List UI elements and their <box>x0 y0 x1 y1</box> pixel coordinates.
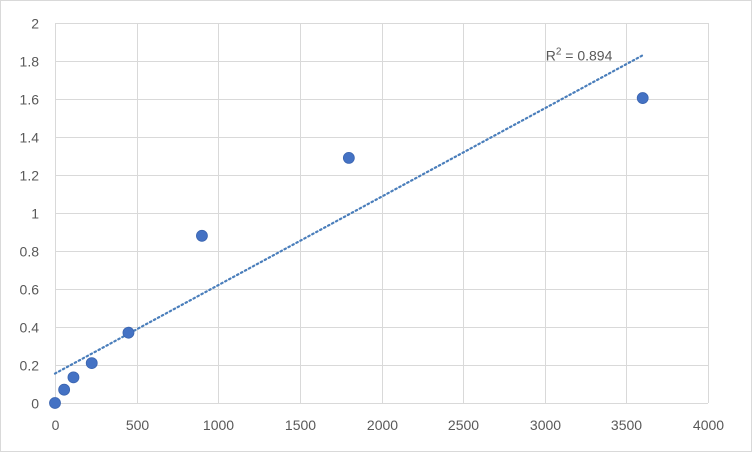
data-point <box>196 229 208 242</box>
x-tick-label: 4000 <box>693 417 724 433</box>
x-tick-label: 1500 <box>285 417 316 433</box>
x-tick-label: 2000 <box>367 417 398 433</box>
y-tick-label: 0 <box>31 396 39 412</box>
x-tick-label: 0 <box>52 417 60 433</box>
data-point <box>67 371 80 384</box>
trendline-r-squared-label: R2 = 0.894 <box>546 46 613 63</box>
y-tick-label: 1.4 <box>20 130 40 146</box>
x-axis-tick-labels: 0 500 1000 1500 2000 2500 3000 3500 4000 <box>52 417 725 433</box>
x-tick-label: 3000 <box>530 417 561 433</box>
data-point <box>342 151 355 164</box>
data-point <box>58 383 71 396</box>
data-point <box>85 357 98 370</box>
r-squared-value: = 0.894 <box>561 47 612 63</box>
y-tick-label: 1.8 <box>20 54 40 70</box>
y-tick-label: 0.8 <box>20 244 40 260</box>
x-tick-label: 3500 <box>611 417 642 433</box>
gridlines <box>55 23 709 404</box>
y-axis-tick-labels: 0 0.2 0.4 0.6 0.8 1 1.2 1.4 1.6 1.8 2 <box>20 16 40 412</box>
data-point <box>49 397 61 409</box>
r-squared-symbol: R <box>546 47 556 63</box>
y-tick-label: 1 <box>31 206 39 222</box>
y-tick-label: 0.4 <box>20 320 40 336</box>
y-tick-label: 0.2 <box>20 358 40 374</box>
y-tick-label: 1.2 <box>20 168 40 184</box>
x-tick-label: 2500 <box>448 417 479 433</box>
y-tick-label: 0.6 <box>20 282 40 298</box>
x-tick-label: 1000 <box>203 417 234 433</box>
data-point <box>636 92 649 104</box>
trendline <box>53 54 644 375</box>
y-tick-label: 2 <box>31 16 39 32</box>
trendline-group <box>53 54 644 375</box>
data-point <box>122 326 135 339</box>
y-tick-label: 1.6 <box>20 92 40 108</box>
data-points <box>49 92 649 409</box>
r-squared-superscript: 2 <box>556 46 562 57</box>
x-tick-label: 500 <box>126 417 150 433</box>
